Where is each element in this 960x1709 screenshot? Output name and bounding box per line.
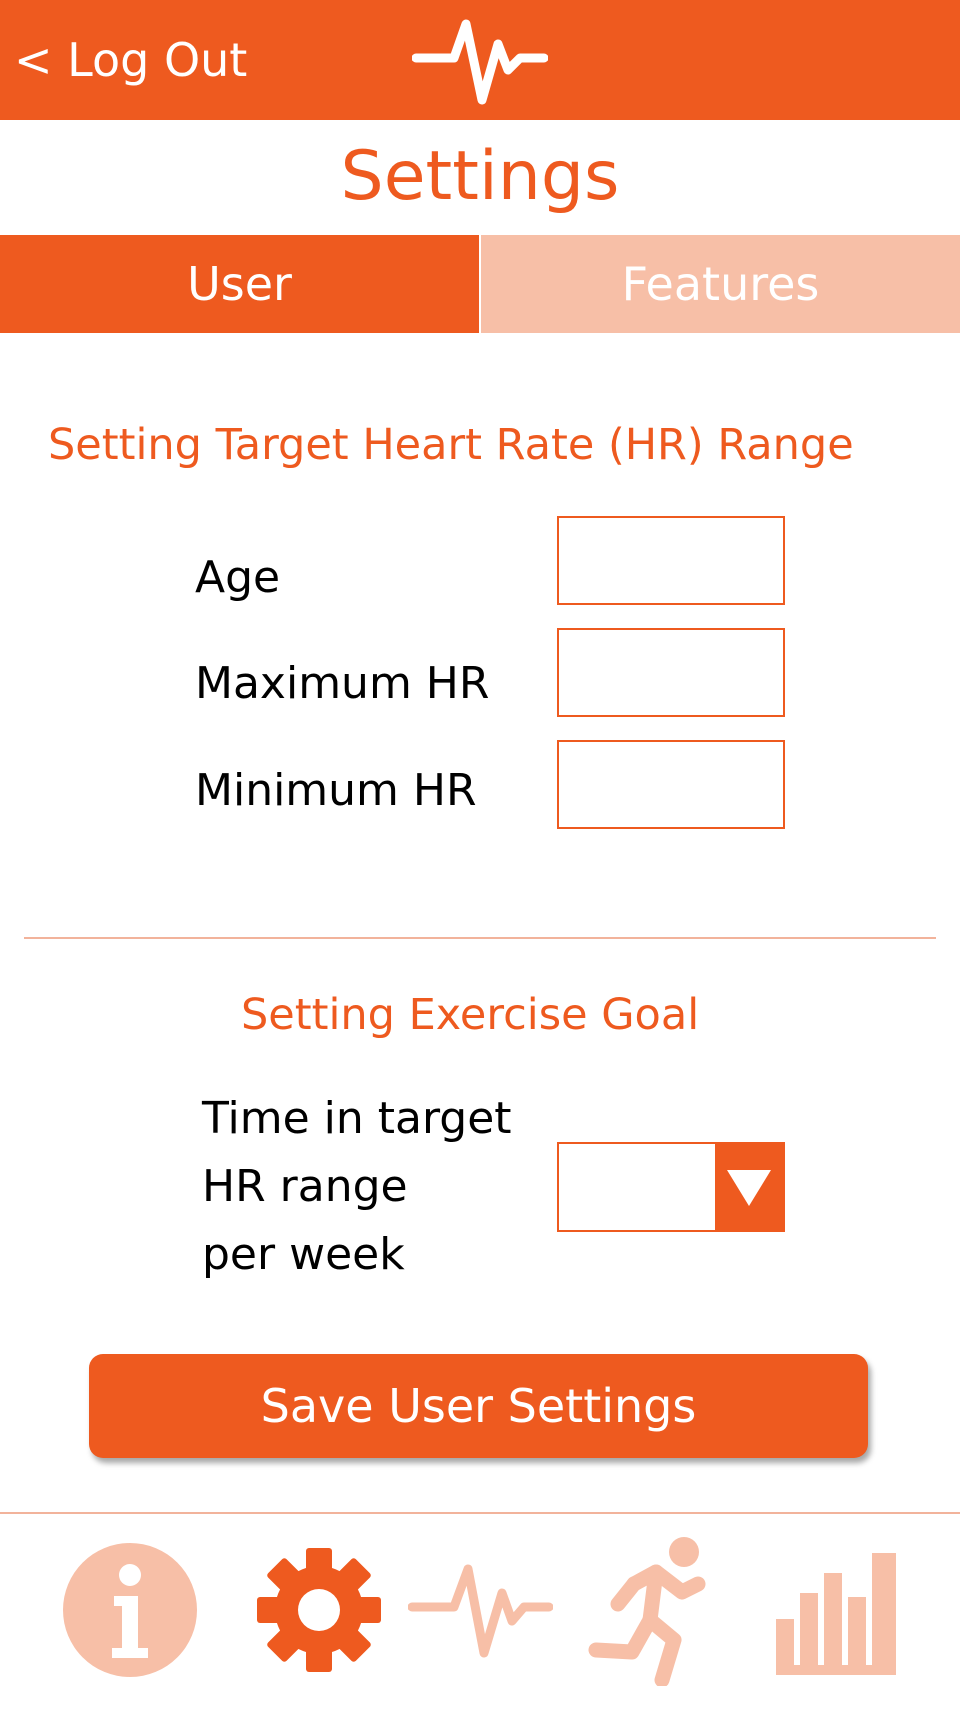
goal-label-line-1: Time in target [202, 1093, 512, 1144]
dropdown-arrow[interactable] [715, 1144, 783, 1230]
nav-statistics[interactable] [774, 1549, 898, 1677]
bottom-nav-divider [0, 1512, 960, 1514]
exercise-goal-section-title: Setting Exercise Goal [241, 990, 700, 1040]
time-in-target-label: Time in target HR range per week [202, 1085, 532, 1289]
hr-range-section-title: Setting Target Heart Rate (HR) Range [48, 420, 854, 470]
logout-button[interactable]: < Log Out [14, 33, 248, 87]
nav-activity[interactable] [588, 1536, 724, 1688]
age-field[interactable] [557, 516, 785, 605]
running-person-icon [588, 1537, 706, 1688]
bar-chart-icon [776, 1553, 896, 1675]
nav-settings[interactable] [257, 1548, 381, 1672]
nav-heart-rate[interactable] [407, 1555, 554, 1665]
goal-label-line-3: per week [202, 1229, 405, 1280]
nav-info[interactable] [62, 1542, 198, 1678]
info-icon [63, 1543, 197, 1677]
triangle-down-icon [727, 1170, 771, 1206]
heartbeat-icon [412, 19, 548, 105]
tab-features[interactable]: Features [481, 235, 960, 333]
minimum-hr-label: Minimum HR [195, 765, 477, 816]
settings-tabs: User Features [0, 235, 960, 333]
maximum-hr-field[interactable] [557, 628, 785, 717]
minimum-hr-field[interactable] [557, 740, 785, 829]
goal-label-line-2: HR range [202, 1161, 408, 1212]
top-bar: < Log Out [0, 0, 960, 120]
heartbeat-icon [407, 1564, 554, 1658]
page-title: Settings [340, 137, 620, 216]
save-user-settings-button[interactable]: Save User Settings [89, 1354, 868, 1458]
age-label: Age [195, 552, 281, 603]
maximum-hr-label: Maximum HR [195, 658, 490, 709]
gear-icon [257, 1548, 381, 1672]
section-divider [24, 937, 936, 939]
time-per-week-dropdown[interactable] [557, 1142, 785, 1232]
tab-user[interactable]: User [0, 235, 479, 333]
